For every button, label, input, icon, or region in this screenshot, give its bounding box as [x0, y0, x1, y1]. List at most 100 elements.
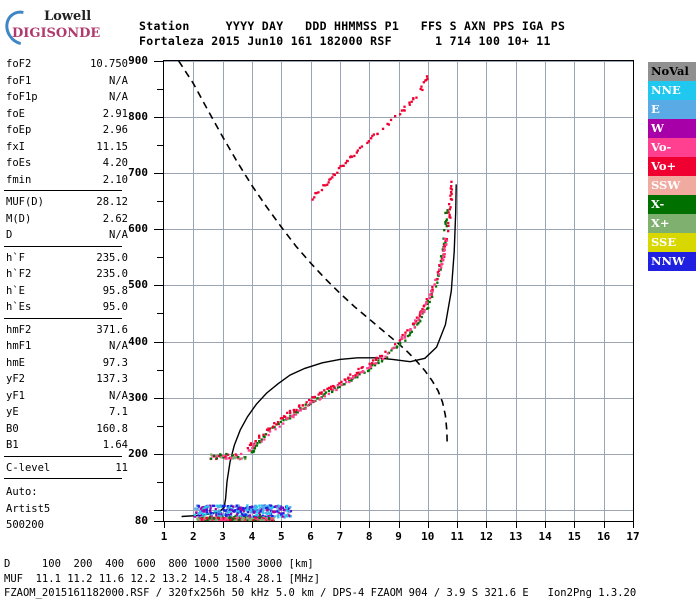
param-key: MUF(D) — [6, 196, 44, 208]
param-row: h`F 235.0 — [4, 250, 130, 267]
x-axis-tick — [574, 522, 576, 528]
x-axis-tick — [633, 522, 634, 528]
param-value: 235.0 — [96, 268, 128, 280]
param-key: foF1p — [6, 91, 38, 103]
y-axis-label: 400 — [128, 334, 148, 348]
legend-item-x-[interactable]: X- — [648, 195, 696, 214]
param-row: h`F2 235.0 — [4, 266, 130, 283]
ionogram-traces — [178, 61, 457, 521]
legend-item-noval[interactable]: NoVal — [648, 62, 696, 81]
auto-line: 500200 — [4, 517, 130, 534]
gridline-horizontal — [164, 117, 633, 119]
param-value: N/A — [109, 229, 128, 241]
param-row: hmF2 371.6 — [4, 322, 130, 339]
y-axis-label: 300 — [128, 390, 148, 404]
gridline-vertical — [222, 61, 224, 521]
x-axis-tick — [164, 522, 165, 528]
param-key: h`F2 — [6, 268, 32, 280]
param-row: D N/A — [4, 227, 130, 244]
y-axis-label: 700 — [128, 166, 148, 180]
auto-scaler-block: Auto: Artist5 500200 — [4, 482, 130, 534]
legend-item-vo-[interactable]: Vo- — [648, 138, 696, 157]
param-row: foF1 N/A — [4, 73, 130, 90]
param-divider — [4, 317, 122, 319]
logo-digisonde-text: DIGISONDE — [12, 26, 101, 41]
param-row: foF1p N/A — [4, 89, 130, 106]
y-axis-label: 200 — [128, 446, 148, 460]
param-value: N/A — [109, 91, 128, 103]
legend-item-w[interactable]: W — [648, 119, 696, 138]
param-key: yF2 — [6, 373, 25, 385]
param-value: 95.0 — [102, 301, 128, 313]
auto-line: Artist5 — [4, 501, 130, 518]
param-key: fxI — [6, 140, 25, 153]
x-axis-label: 16 — [597, 530, 611, 543]
legend-item-vo-[interactable]: Vo+ — [648, 157, 696, 176]
param-row: fxI 11.15 — [4, 139, 130, 156]
ionogram-plot-area[interactable] — [163, 60, 634, 522]
legend-item-ssw[interactable]: SSW — [648, 176, 696, 195]
gridline-horizontal — [164, 509, 633, 511]
param-value: 11 — [115, 461, 128, 474]
param-row: yE 7.1 — [4, 404, 130, 421]
param-value: 2.62 — [102, 212, 128, 225]
legend-item-sse[interactable]: SSE — [648, 233, 696, 252]
gridline-vertical — [574, 61, 576, 521]
gridline-vertical — [398, 61, 400, 521]
gridline-vertical — [339, 61, 341, 521]
x-axis-tick — [222, 522, 224, 528]
x-axis-tick — [398, 522, 400, 528]
param-key: B1 — [6, 439, 19, 451]
param-value: N/A — [109, 74, 128, 87]
param-value: 371.6 — [96, 323, 128, 336]
gridline-vertical — [457, 61, 459, 521]
param-key: M(D) — [6, 212, 32, 225]
y-axis-tick — [157, 481, 163, 483]
param-key: D — [6, 229, 13, 241]
y-axis-tick — [154, 117, 163, 119]
y-axis-tick — [154, 509, 163, 511]
y-axis-label: 600 — [128, 222, 148, 236]
param-key: C-level — [6, 461, 51, 474]
y-axis-tick — [154, 397, 163, 399]
param-value: 1.64 — [102, 439, 128, 451]
legend-item-x-[interactable]: X+ — [648, 214, 696, 233]
y-axis-tick — [154, 453, 163, 455]
gridline-horizontal — [164, 229, 633, 231]
param-row: MUF(D) 28.12 — [4, 194, 130, 211]
param-value: 2.91 — [102, 107, 128, 120]
gridline-vertical — [310, 61, 312, 521]
param-value: 4.20 — [102, 157, 128, 169]
param-divider — [4, 478, 122, 479]
auto-line-text: Auto: — [6, 486, 38, 498]
param-value: 10.750 — [90, 58, 128, 70]
gridline-horizontal — [164, 61, 633, 62]
x-axis-label: 1 — [160, 530, 168, 543]
x-axis-label: 15 — [567, 530, 582, 543]
y-axis-tick — [157, 257, 163, 259]
param-key: foE — [6, 107, 25, 120]
param-row: M(D) 2.62 — [4, 211, 130, 228]
legend-item-nne[interactable]: NNE — [648, 81, 696, 100]
x-axis-label: 6 — [307, 530, 314, 543]
param-row: foE 2.91 — [4, 106, 130, 123]
y-axis-tick — [154, 341, 163, 343]
param-row: h`E 95.8 — [4, 283, 130, 300]
param-row: foF2 10.750 — [4, 56, 130, 73]
param-value: 2.96 — [102, 124, 128, 136]
station-header-row2: Fortaleza 2015 Jun10 161 182000 RSF 1 71… — [139, 34, 551, 48]
x-axis-label: 8 — [365, 530, 373, 543]
param-value: 160.8 — [96, 422, 128, 435]
footer-d-row: D 100 200 400 600 800 1000 1500 3000 [km… — [4, 558, 314, 570]
x-axis-tick — [515, 522, 517, 528]
y-axis-tick — [154, 61, 163, 62]
legend-item-e[interactable]: E — [648, 100, 696, 119]
x-axis-tick — [427, 522, 429, 528]
gridline-vertical — [603, 61, 605, 521]
ionospheric-parameters-panel: foF2 10.750 foF1 N/A foF1p N/A foE 2.91 foEp 2.96… — [4, 56, 130, 534]
x-axis-label: 4 — [248, 530, 256, 543]
legend-item-nnw[interactable]: NNW — [648, 252, 696, 271]
overlay-muf-curve — [178, 61, 448, 446]
param-row: foEs 4.20 — [4, 155, 130, 172]
x-axis-label: 9 — [395, 530, 402, 543]
